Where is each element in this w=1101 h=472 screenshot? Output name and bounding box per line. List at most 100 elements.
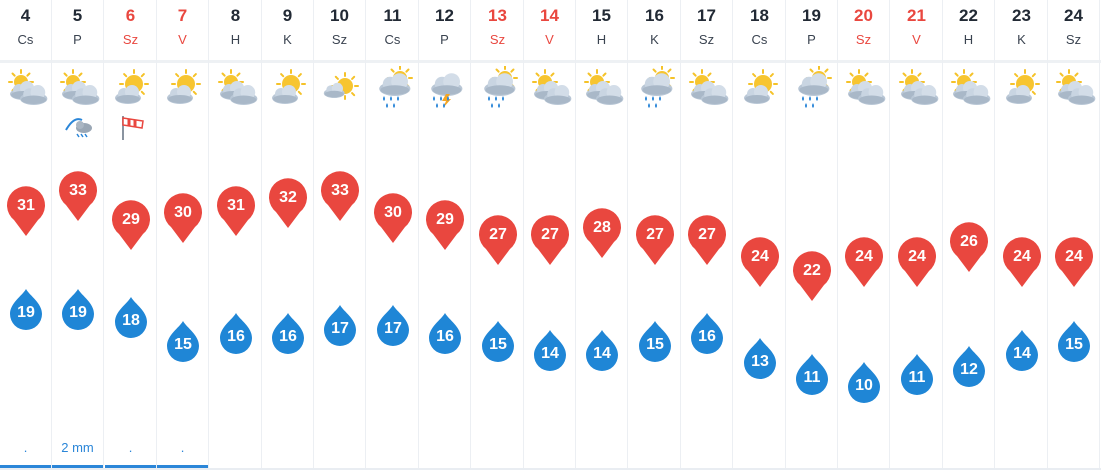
day-column[interactable]: 19 P 22 11	[786, 0, 838, 468]
day-name: K	[283, 32, 292, 47]
day-column[interactable]: 22 H 26 12	[943, 0, 995, 468]
max-temp-badge: 30	[163, 193, 203, 245]
max-temp-value: 27	[541, 225, 559, 243]
day-number: 22	[959, 6, 978, 25]
min-temp-badge: 15	[1056, 319, 1092, 363]
max-temp-value: 24	[908, 247, 926, 265]
max-temp-value: 24	[1013, 247, 1031, 265]
day-column[interactable]: 11 Cs 30 17	[367, 0, 419, 468]
day-number: 4	[20, 6, 31, 25]
max-temp-badge: 24	[844, 236, 884, 289]
max-temp-badge: 27	[478, 215, 518, 267]
max-temp-badge: 31	[6, 185, 46, 238]
day-column[interactable]: 15 H 28 14	[576, 0, 628, 468]
day-column[interactable]: 14 V 27 14	[524, 0, 576, 468]
day-column[interactable]: 17 Sz 27 16	[681, 0, 733, 468]
day-column[interactable]: 9 K 32 16	[262, 0, 314, 468]
day-number: 7	[177, 6, 188, 25]
min-temp-value: 16	[227, 328, 245, 346]
max-temp-badge: 32	[268, 178, 308, 230]
day-column[interactable]: 12 P 29 16	[419, 0, 471, 468]
day-column[interactable]: 23 K 24 14	[996, 0, 1048, 468]
day-column[interactable]: 13 Sz 27 15	[472, 0, 524, 468]
bottom-border	[0, 468, 1101, 470]
max-temp-badge: 27	[687, 215, 727, 267]
day-name: H	[963, 32, 974, 47]
min-temp-badge: 19	[60, 287, 96, 331]
precipitation-value: .	[180, 440, 185, 455]
min-temp-badge: 16	[270, 311, 306, 355]
day-number: 17	[697, 6, 716, 25]
max-temp-value: 33	[331, 182, 349, 199]
precipitation-value: .	[23, 440, 28, 455]
day-column[interactable]: 5 P 33 19 2 mm	[52, 0, 104, 468]
day-name: Cs	[751, 32, 768, 47]
day-column[interactable]: 4 Cs 31 19.	[0, 0, 52, 468]
max-temp-badge: 27	[530, 215, 570, 267]
partly-cloudy-icon	[5, 66, 49, 110]
min-temp-badge: 13	[742, 336, 778, 380]
day-column[interactable]: 21 V 24 11	[891, 0, 943, 468]
day-name: V	[912, 32, 921, 47]
partly-cloudy-icon	[1053, 66, 1097, 110]
day-name: H	[596, 32, 607, 47]
day-number: 20	[854, 6, 873, 25]
storm-warning-icon	[64, 112, 94, 142]
rain-icon	[372, 65, 416, 110]
day-name: Sz	[698, 32, 715, 47]
windsock-icon	[117, 112, 147, 142]
max-temp-value: 24	[751, 247, 769, 265]
day-column[interactable]: 10 Sz 33 17	[314, 0, 366, 468]
rain-icon	[791, 65, 835, 110]
max-temp-badge: 24	[1002, 236, 1042, 289]
precipitation-bar	[52, 465, 103, 468]
min-temp-value: 17	[384, 320, 402, 338]
precipitation-bar	[157, 465, 208, 468]
day-name: Cs	[384, 32, 401, 47]
day-name: K	[1017, 32, 1026, 47]
min-temp-value: 11	[803, 368, 821, 386]
day-number: 9	[282, 6, 293, 25]
day-column[interactable]: 6 Sz 29 18.	[105, 0, 157, 468]
day-column[interactable]: 18 Cs 24 13	[734, 0, 786, 468]
day-column[interactable]: 8 H 31 16	[210, 0, 262, 468]
min-temp-badge: 16	[689, 311, 725, 355]
max-temp-badge: 30	[373, 193, 413, 245]
day-column[interactable]: 20 Sz 24 10	[838, 0, 890, 468]
max-temp-value: 30	[384, 203, 402, 221]
partly-cloudy-icon	[948, 66, 992, 110]
day-number: 13	[488, 6, 507, 25]
day-number: 18	[750, 6, 769, 25]
day-name: Sz	[855, 32, 872, 47]
day-number: 12	[435, 6, 454, 25]
min-temp-value: 19	[17, 304, 35, 321]
min-temp-value: 16	[279, 328, 297, 346]
precipitation-bar	[0, 465, 51, 468]
day-number: 16	[645, 6, 664, 25]
day-name: P	[807, 32, 816, 47]
day-number: 14	[540, 6, 559, 25]
max-temp-value: 28	[593, 218, 611, 236]
max-temp-value: 24	[855, 247, 873, 265]
day-name: P	[440, 32, 449, 47]
rain-icon	[477, 65, 521, 110]
min-temp-value: 14	[593, 344, 611, 362]
precipitation-bar	[105, 465, 156, 468]
day-number: 15	[592, 6, 611, 25]
day-column[interactable]: 16 K 27 15	[629, 0, 681, 468]
max-temp-badge: 33	[58, 171, 98, 223]
precipitation-value: 2 mm	[61, 440, 94, 455]
min-temp-value: 16	[698, 328, 716, 346]
mostly-sunny-icon	[739, 66, 783, 110]
max-temp-value: 29	[122, 211, 140, 229]
day-name: P	[73, 32, 82, 47]
day-column[interactable]: 24 Sz 24 15	[1048, 0, 1100, 468]
day-name: H	[230, 32, 241, 47]
min-temp-value: 13	[751, 352, 769, 370]
max-temp-value: 33	[69, 182, 87, 199]
max-temp-value: 24	[1065, 247, 1083, 265]
mostly-sunny-icon	[267, 66, 311, 110]
day-column[interactable]: 7 V 30 15.	[157, 0, 209, 468]
day-number: 8	[230, 6, 241, 25]
